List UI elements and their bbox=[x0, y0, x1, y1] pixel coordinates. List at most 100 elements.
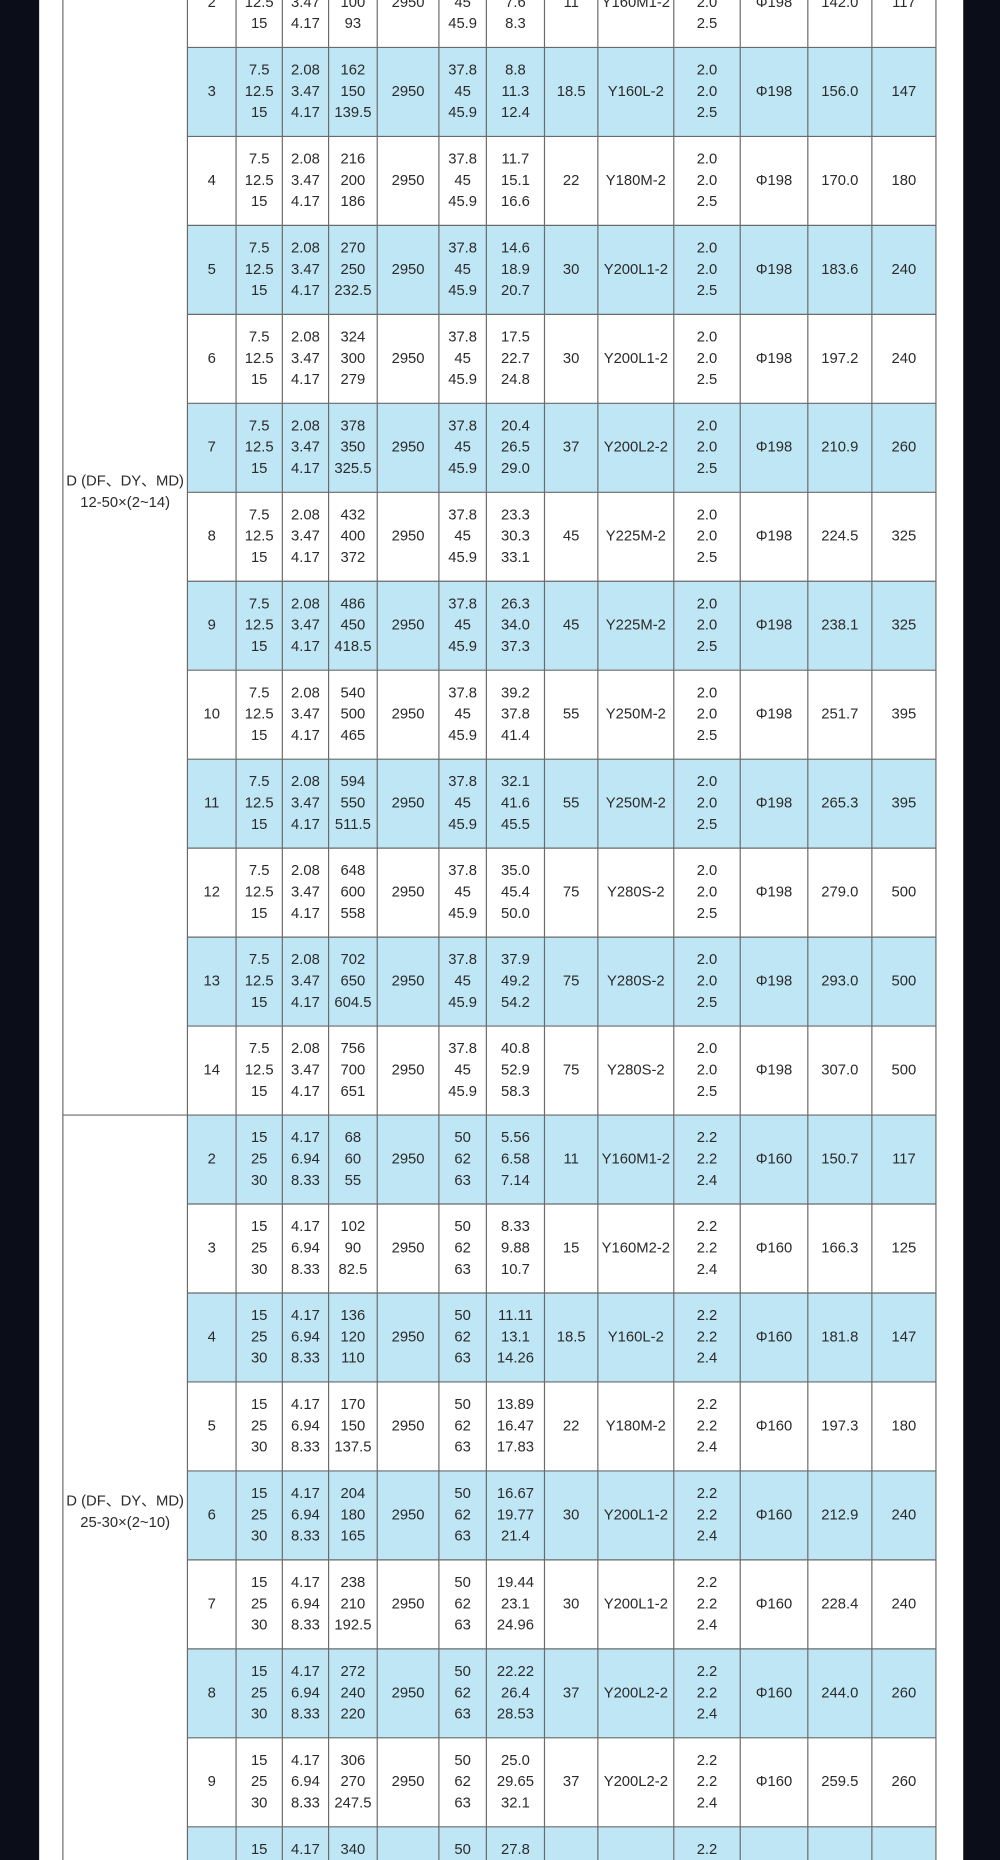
cell-text: 307.0 bbox=[821, 1062, 858, 1078]
cell-text: 2.0 bbox=[697, 1062, 718, 1078]
cell-text: 15 bbox=[251, 1753, 267, 1769]
cell-text: 7.14 bbox=[501, 1173, 530, 1189]
cell-text: 2.0 bbox=[697, 173, 718, 189]
cell-text: 2.2 bbox=[697, 1308, 718, 1324]
cell-text: 395 bbox=[892, 707, 917, 723]
cell-text: 62 bbox=[454, 1507, 470, 1523]
cell-text: 12.5 bbox=[245, 440, 274, 456]
cell-text: 19.44 bbox=[497, 1575, 534, 1591]
cell-text: 45 bbox=[454, 0, 470, 11]
cell-text: 13.1 bbox=[501, 1329, 530, 1345]
cell-text: 8.33 bbox=[291, 1796, 320, 1812]
cell-text: 15 bbox=[251, 1130, 267, 1146]
cell-text: 15 bbox=[251, 1842, 267, 1858]
cell-text: 45.4 bbox=[501, 885, 530, 901]
cell-text: 15 bbox=[563, 1240, 579, 1256]
cell-text: 22 bbox=[563, 1418, 579, 1434]
cell-text: 28.53 bbox=[497, 1707, 534, 1723]
cell-text: 250 bbox=[341, 262, 366, 278]
cell-text: 2950 bbox=[392, 0, 425, 11]
cell-text: 147 bbox=[892, 84, 917, 100]
cell-text: 25 bbox=[251, 1507, 267, 1523]
cell-text: 7.5 bbox=[249, 596, 270, 612]
cell-text: 2950 bbox=[392, 262, 425, 278]
cell-text: 2.2 bbox=[697, 1397, 718, 1413]
cell-text: 45.9 bbox=[448, 372, 477, 388]
cell-text: 192.5 bbox=[334, 1618, 371, 1634]
cell-text: 34.0 bbox=[501, 618, 530, 634]
cell-text: 27.8 bbox=[501, 1842, 530, 1858]
cell-text: 3.47 bbox=[291, 885, 320, 901]
cell-text: 6 bbox=[208, 1507, 216, 1523]
cell-text: 37 bbox=[563, 440, 579, 456]
cell-text: 265.3 bbox=[821, 796, 858, 812]
group-label: D (DF、DY、MD) bbox=[66, 1494, 184, 1510]
cell-text: 2950 bbox=[392, 1418, 425, 1434]
cell-text: 650 bbox=[341, 974, 366, 990]
cell-text: Y160M2-2 bbox=[602, 1240, 670, 1256]
cell-text: 8.33 bbox=[291, 1440, 320, 1456]
cell-text: 25 bbox=[251, 1774, 267, 1790]
group-label: 12-50×(2~14) bbox=[80, 495, 170, 511]
cell-text: 6.94 bbox=[291, 1329, 320, 1345]
cell-text: 2.2 bbox=[697, 1575, 718, 1591]
cell-text: 3.47 bbox=[291, 173, 320, 189]
cell-text: Y200L1-2 bbox=[604, 351, 668, 367]
cell-text: 37.8 bbox=[448, 240, 477, 256]
cell-text: 150 bbox=[341, 1418, 366, 1434]
cell-text: 62 bbox=[454, 1240, 470, 1256]
cell-text: 25 bbox=[251, 1151, 267, 1167]
cell-text: 432 bbox=[341, 507, 366, 523]
cell-text: 2.08 bbox=[291, 63, 320, 79]
cell-text: 558 bbox=[341, 906, 366, 922]
cell-text: 251.7 bbox=[821, 707, 858, 723]
cell-text: Φ160 bbox=[756, 1240, 793, 1256]
cell-text: 12.5 bbox=[245, 885, 274, 901]
cell-text: 3.47 bbox=[291, 707, 320, 723]
cell-text: 137.5 bbox=[334, 1440, 371, 1456]
cell-text: 4.17 bbox=[291, 1664, 320, 1680]
cell-text: 4.17 bbox=[291, 1575, 320, 1591]
cell-text: 400 bbox=[341, 529, 366, 545]
cell-text: Φ198 bbox=[756, 707, 793, 723]
cell-text: 15 bbox=[251, 283, 267, 299]
cell-text: 200 bbox=[341, 173, 366, 189]
cell-text: 2.0 bbox=[697, 440, 718, 456]
cell-text: Y200L2-2 bbox=[604, 1685, 668, 1701]
cell-text: 24.8 bbox=[501, 372, 530, 388]
cell-text: 4.17 bbox=[291, 372, 320, 388]
cell-text: 4.17 bbox=[291, 1308, 320, 1324]
cell-text: 500 bbox=[892, 974, 917, 990]
cell-text: Φ198 bbox=[756, 618, 793, 634]
cell-text: 180 bbox=[892, 1418, 917, 1434]
cell-text: 2.2 bbox=[697, 1240, 718, 1256]
cell-text: 4.17 bbox=[291, 817, 320, 833]
cell-text: 14 bbox=[204, 1062, 220, 1078]
cell-text: 4.17 bbox=[291, 283, 320, 299]
cell-text: 270 bbox=[341, 240, 366, 256]
cell-text: 270 bbox=[341, 1774, 366, 1790]
cell-text: 756 bbox=[341, 1041, 366, 1057]
cell-text: 2.2 bbox=[697, 1151, 718, 1167]
cell-text: 3.47 bbox=[291, 974, 320, 990]
cell-text: 4.17 bbox=[291, 105, 320, 121]
cell-text: 594 bbox=[341, 774, 366, 790]
cell-text: Φ198 bbox=[756, 529, 793, 545]
cell-text: Y160M1-2 bbox=[602, 1151, 670, 1167]
cell-text: 325 bbox=[892, 618, 917, 634]
cell-text: 35.0 bbox=[501, 863, 530, 879]
cell-text: 18.5 bbox=[557, 1329, 586, 1345]
cell-text: 75 bbox=[563, 885, 579, 901]
cell-text: 500 bbox=[892, 1062, 917, 1078]
cell-text: 238 bbox=[341, 1575, 366, 1591]
cell-text: 45.9 bbox=[448, 817, 477, 833]
cell-text: 37.8 bbox=[448, 329, 477, 345]
cell-text: 4 bbox=[208, 173, 216, 189]
cell-text: 45.9 bbox=[448, 194, 477, 210]
cell-text: 7 bbox=[208, 440, 216, 456]
cell-text: 240 bbox=[892, 351, 917, 367]
cell-text: 10 bbox=[204, 707, 220, 723]
cell-text: 340 bbox=[341, 1842, 366, 1858]
cell-text: 2.2 bbox=[697, 1685, 718, 1701]
